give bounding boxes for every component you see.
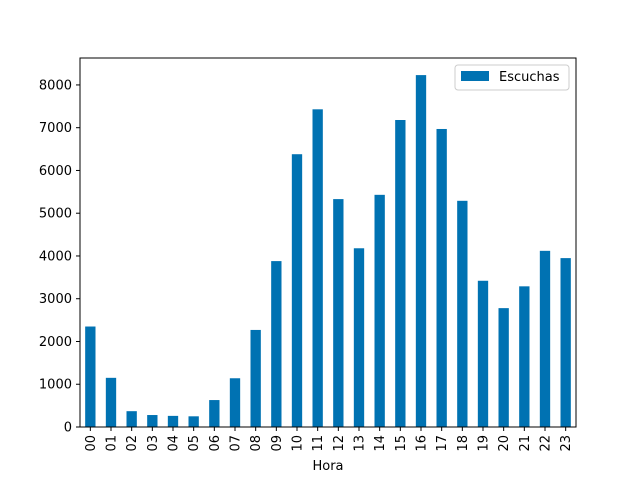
bar-08 xyxy=(250,329,261,427)
x-tick-label: 22 xyxy=(539,435,554,452)
x-axis-title: Hora xyxy=(312,459,343,474)
bar-13 xyxy=(353,248,365,427)
x-tick-label: 04 xyxy=(167,435,182,452)
bar-14 xyxy=(374,194,385,427)
bar-18 xyxy=(457,200,468,427)
x-tick-label: 00 xyxy=(84,435,99,452)
x-axis: 00 01 02 03 04 05 06 07 08 09 10 11 12 13 14 15 16 17 18 19… xyxy=(84,427,574,452)
x-tick-label: 07 xyxy=(229,435,244,452)
legend-swatch xyxy=(461,71,489,81)
bar-19 xyxy=(477,280,489,427)
bar-12 xyxy=(333,199,344,427)
bar-17 xyxy=(436,128,447,428)
y-tick-label: 7000 xyxy=(39,121,72,136)
bar-23 xyxy=(560,258,571,427)
y-tick-label: 0 xyxy=(64,421,72,436)
x-tick-label: 11 xyxy=(311,435,326,452)
y-tick-label: 6000 xyxy=(39,164,72,179)
y-tick-label: 5000 xyxy=(39,207,72,222)
y-tick-label: 3000 xyxy=(39,292,72,307)
x-tick-label: 01 xyxy=(105,435,120,452)
y-tick-label: 1000 xyxy=(39,378,72,393)
bar-01 xyxy=(105,377,117,427)
x-tick-label: 13 xyxy=(353,435,368,452)
bar-06 xyxy=(209,400,220,427)
bar-02 xyxy=(126,411,137,427)
bar-05 xyxy=(188,416,199,427)
x-tick-label: 03 xyxy=(146,435,161,452)
x-tick-label: 15 xyxy=(394,435,409,452)
x-tick-label: 09 xyxy=(270,435,285,452)
x-tick-label: 08 xyxy=(249,435,264,452)
x-tick-label: 23 xyxy=(559,435,574,452)
x-tick-label: 21 xyxy=(518,435,533,452)
x-tick-label: 02 xyxy=(125,435,140,452)
y-tick-label: 2000 xyxy=(39,335,72,350)
y-tick-label: 8000 xyxy=(39,78,72,93)
x-tick-label: 17 xyxy=(435,435,450,452)
x-tick-label: 16 xyxy=(415,435,430,452)
bar-00 xyxy=(85,326,96,427)
bar-21 xyxy=(519,286,530,427)
x-tick-label: 14 xyxy=(373,435,388,452)
x-tick-label: 06 xyxy=(208,435,223,452)
bar-16 xyxy=(415,75,427,427)
x-tick-label: 12 xyxy=(332,435,347,452)
x-tick-label: 18 xyxy=(456,435,471,452)
bar-07 xyxy=(229,378,241,427)
x-tick-label: 20 xyxy=(497,435,512,452)
x-tick-label: 05 xyxy=(187,435,202,452)
bar-11 xyxy=(312,109,323,427)
bar-20 xyxy=(498,308,509,427)
bars-group xyxy=(85,75,571,428)
y-axis: 0 1000 2000 3000 4000 5000 6000 7000 8000 xyxy=(39,78,80,436)
plot-frame xyxy=(79,57,577,428)
bar-10 xyxy=(291,154,303,427)
legend-label: Escuchas xyxy=(499,70,560,85)
bar-15 xyxy=(395,120,406,427)
y-tick-label: 4000 xyxy=(39,249,72,264)
legend: Escuchas xyxy=(454,64,570,91)
x-tick-label: 10 xyxy=(291,435,306,452)
bar-04 xyxy=(167,415,179,427)
bar-03 xyxy=(147,415,158,427)
x-tick-label: 19 xyxy=(477,435,492,452)
bar-09 xyxy=(271,261,282,427)
bar-22 xyxy=(539,250,551,427)
